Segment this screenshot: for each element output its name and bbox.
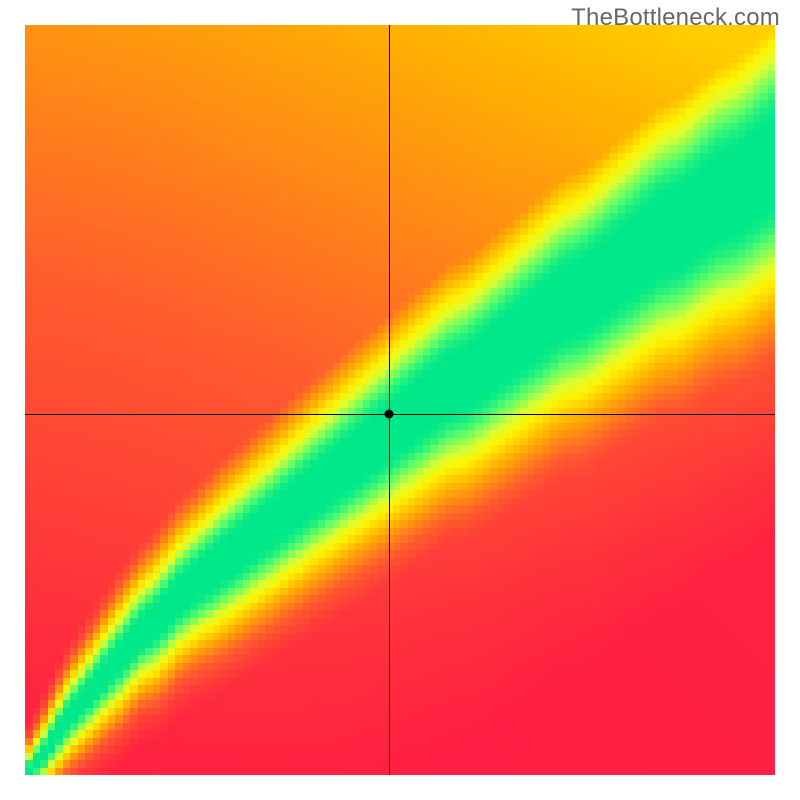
plot-area [25, 25, 775, 775]
crosshair-vertical [389, 25, 390, 775]
crosshair-horizontal [25, 414, 775, 415]
data-marker [384, 409, 393, 418]
chart-container: TheBottleneck.com [0, 0, 800, 800]
heatmap-canvas [25, 25, 775, 775]
